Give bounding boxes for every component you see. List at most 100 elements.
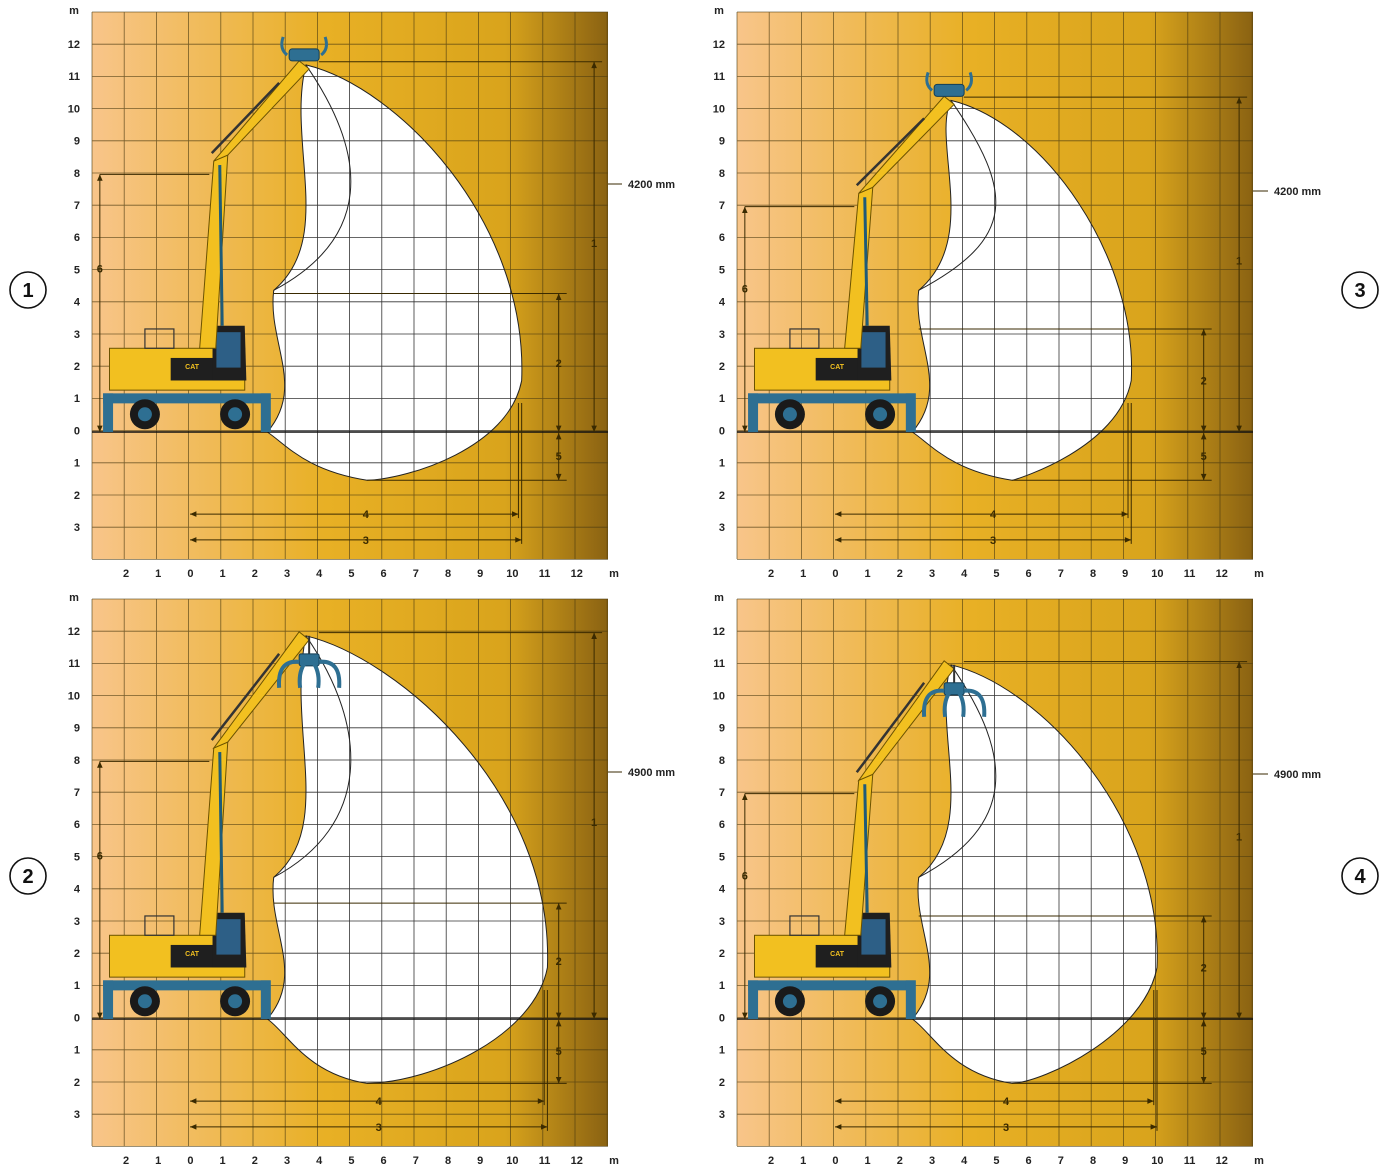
undercarriage — [103, 393, 271, 404]
stick — [213, 60, 310, 162]
y-tick-label: 7 — [74, 787, 80, 799]
dim-label-2: 2 — [1201, 375, 1207, 387]
dim-label-1: 1 — [591, 817, 597, 829]
stick-cylinder — [210, 653, 281, 741]
undercarriage — [748, 980, 916, 991]
x-tick-label: 10 — [506, 1155, 518, 1167]
panel-badge — [9, 857, 47, 895]
dim-label-4: 4 — [1003, 1096, 1010, 1108]
x-tick-label: 3 — [929, 568, 935, 580]
y-tick-label: 0 — [74, 425, 80, 437]
y-tick-label: 3 — [74, 522, 80, 534]
x-tick-label: 9 — [1122, 568, 1128, 580]
y-tick-label: 0 — [74, 1012, 80, 1024]
front-outrigger — [260, 393, 271, 432]
x-tick-label: 1 — [800, 568, 806, 580]
x-tick-label: 7 — [413, 1155, 419, 1167]
dim-label-1: 1 — [1236, 256, 1242, 268]
y-tick-label: 4 — [719, 297, 726, 309]
y-tick-label: 4 — [719, 884, 726, 896]
x-tick-label: 11 — [1184, 568, 1196, 580]
dim-label-1: 1 — [1236, 831, 1242, 843]
y-tick-label: 3 — [74, 329, 80, 341]
y-tick-label: 9 — [719, 136, 725, 148]
y-tick-label: 12 — [68, 39, 80, 51]
grid-lines — [736, 11, 1253, 560]
x-unit-label: m — [609, 568, 619, 580]
x-tick-label: 2 — [768, 568, 774, 580]
y-tick-label: 1 — [719, 458, 725, 470]
x-tick-label: 12 — [571, 568, 583, 580]
x-tick-label: 10 — [1151, 568, 1163, 580]
y-tick-label: 3 — [719, 522, 725, 534]
y-tick-label: 1 — [74, 1045, 80, 1057]
panel-badge-number: 3 — [1354, 280, 1365, 302]
dim-label-6: 6 — [742, 283, 748, 295]
x-tick-label: 9 — [477, 568, 483, 580]
y-tick-label: 9 — [74, 723, 80, 735]
x-tick-label: 11 — [539, 568, 551, 580]
x-unit-label: m — [609, 1155, 619, 1167]
y-tick-label: 10 — [68, 103, 80, 115]
y-tick-label: 11 — [713, 71, 725, 83]
y-tick-label: 2 — [719, 361, 725, 373]
y-tick-label: 12 — [713, 39, 725, 51]
y-tick-label: 11 — [713, 658, 725, 670]
x-tick-label: 12 — [1216, 1155, 1228, 1167]
y-tick-label: 3 — [74, 916, 80, 928]
x-tick-label: 4 — [961, 1155, 968, 1167]
boom-cylinder — [863, 784, 869, 913]
y-tick-label: 1 — [719, 393, 725, 405]
x-tick-label: 7 — [413, 568, 419, 580]
x-tick-label: 5 — [993, 1155, 999, 1167]
y-tick-label: 6 — [719, 819, 725, 831]
x-tick-label: 6 — [1026, 1155, 1032, 1167]
y-tick-label: 1 — [74, 393, 80, 405]
material-handler: CAT — [103, 36, 328, 432]
dimension-lines — [742, 661, 1268, 1131]
y-tick-label: 4 — [74, 884, 81, 896]
dimension-lines — [742, 96, 1268, 544]
boom-cylinder — [218, 165, 224, 326]
y-tick-label: 5 — [74, 264, 80, 276]
y-tick-label: 0 — [719, 425, 725, 437]
x-tick-label: 7 — [1058, 568, 1064, 580]
x-tick-label: 2 — [252, 1155, 258, 1167]
brand-mark: CAT — [185, 951, 200, 958]
y-tick-label: 8 — [74, 755, 80, 767]
dim-label-2: 2 — [556, 358, 562, 370]
front-outrigger — [905, 980, 916, 1019]
y-tick-label: 9 — [719, 723, 725, 735]
x-tick-label: 8 — [1090, 1155, 1096, 1167]
x-tick-label: 2 — [252, 568, 258, 580]
x-tick-label: 3 — [284, 1155, 290, 1167]
front-outrigger — [260, 980, 271, 1019]
y-unit-label: m — [69, 5, 79, 17]
x-tick-label: 3 — [929, 1155, 935, 1167]
sweep-arc — [918, 664, 997, 878]
dim-label-3: 3 — [363, 535, 369, 547]
y-tick-label: 2 — [719, 1077, 725, 1089]
panel-badge — [1341, 271, 1379, 309]
y-tick-label: 2 — [719, 490, 725, 502]
dim-label-5: 5 — [556, 451, 562, 463]
y-tick-label: 10 — [68, 690, 80, 702]
material-handler: CAT — [748, 71, 973, 432]
x-tick-label: 1 — [155, 1155, 161, 1167]
y-tick-label: 3 — [74, 1109, 80, 1121]
x-tick-label: 0 — [832, 568, 838, 580]
x-tick-label: 1 — [155, 568, 161, 580]
y-tick-label: 4 — [74, 297, 81, 309]
x-tick-label: 10 — [506, 568, 518, 580]
cab-window — [216, 919, 241, 955]
x-tick-label: 6 — [381, 1155, 387, 1167]
x-tick-label: 1 — [800, 1155, 806, 1167]
y-tick-label: 11 — [68, 658, 80, 670]
working-envelope — [912, 100, 1132, 481]
panel-badge-number: 1 — [22, 280, 33, 302]
dim-label-5: 5 — [556, 1046, 562, 1058]
working-envelope — [267, 64, 522, 481]
